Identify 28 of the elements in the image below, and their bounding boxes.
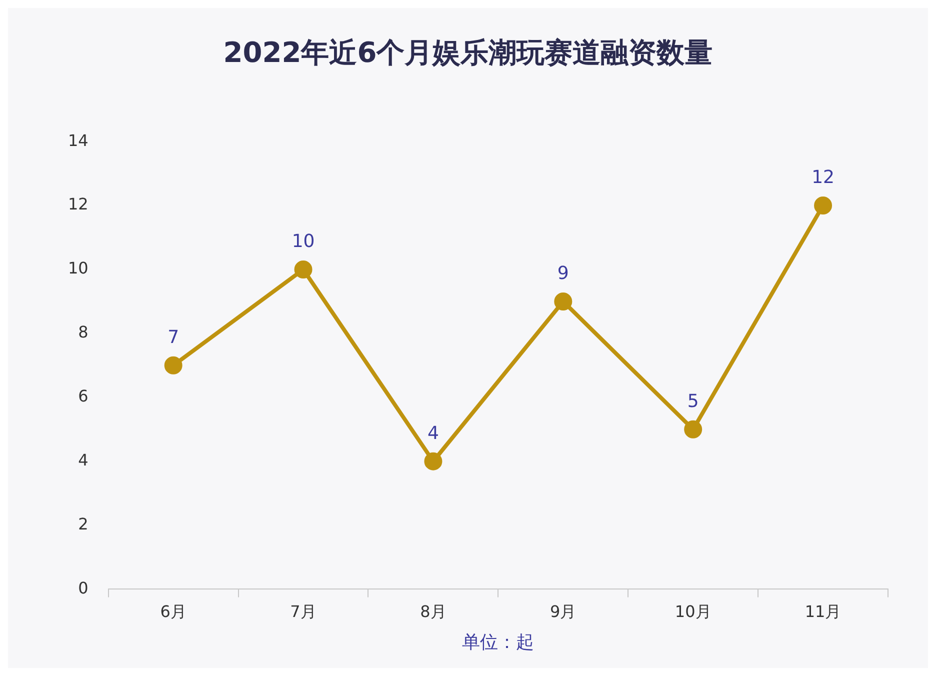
y-tick-label: 2 <box>78 514 88 534</box>
data-label: 7 <box>168 327 180 348</box>
data-label: 12 <box>812 167 834 188</box>
y-tick-label: 14 <box>68 130 88 150</box>
x-tick-label: 9月 <box>550 602 576 621</box>
x-axis-title: 单位：起 <box>462 632 534 653</box>
x-tick-label: 6月 <box>160 602 186 621</box>
point <box>554 292 572 310</box>
point <box>164 356 182 374</box>
y-tick-label: 8 <box>78 322 88 342</box>
point <box>684 420 702 438</box>
x-tick-label: 10月 <box>674 602 712 621</box>
y-tick-label: 4 <box>78 450 88 470</box>
point <box>814 196 832 215</box>
data-label: 10 <box>292 231 315 252</box>
y-tick-label: 10 <box>68 258 88 278</box>
x-tick-label: 11月 <box>804 602 842 621</box>
x-tick-label: 8月 <box>420 602 446 621</box>
data-label: 9 <box>557 263 569 284</box>
y-tick-label: 12 <box>68 194 88 214</box>
chart-title: 2022年近6个月娱乐潮玩赛道融资数量 <box>223 36 713 70</box>
data-label: 4 <box>427 422 439 444</box>
point <box>424 452 442 470</box>
y-tick-label: 6 <box>78 386 88 406</box>
x-tick-label: 7月 <box>290 602 316 621</box>
data-label: 5 <box>687 391 699 412</box>
y-tick-label: 0 <box>78 578 88 598</box>
point <box>294 260 312 278</box>
